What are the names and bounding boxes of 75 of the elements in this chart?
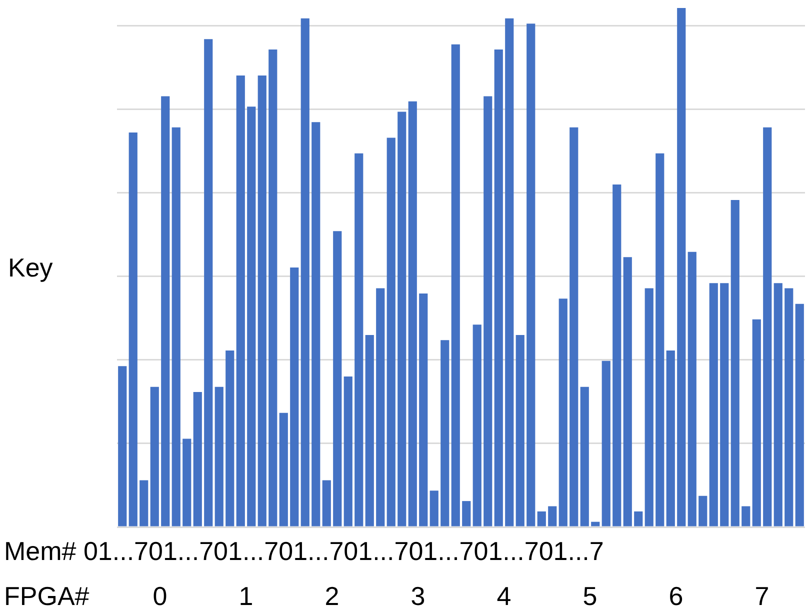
bar [784,288,794,526]
bar [677,8,686,526]
bar [462,501,471,526]
bar [558,298,568,526]
bar [290,268,299,526]
bar [226,350,234,526]
text: FPGA# [4,581,90,612]
bar [709,283,718,526]
text: 3 [410,581,426,612]
bar [602,360,610,526]
bar [376,288,385,526]
bar [634,511,643,526]
bar [118,366,127,526]
bar [763,127,772,526]
bar [730,200,740,526]
bar [365,334,374,526]
bar [720,283,729,526]
bar [623,257,632,526]
bar [182,438,192,526]
bar [591,522,600,526]
bar [258,75,266,526]
text: 5 [582,581,598,612]
bar [398,112,406,526]
bar [440,340,450,526]
bar [795,304,804,526]
bar [580,386,589,526]
bar [214,386,224,526]
bar [484,96,492,526]
bar [612,184,622,526]
bar [344,376,352,526]
bar [140,480,148,526]
bar [752,319,761,526]
bar [386,138,396,526]
bar [494,50,503,526]
bar [333,231,342,526]
bar [516,334,524,526]
bar [193,392,202,526]
bar [656,153,664,526]
text: Mem# 01...701...701...701...701...701...701...701...7 [4,536,604,566]
bar [172,127,180,526]
text: 7 [754,581,770,612]
bar [526,24,536,526]
bar [322,480,331,526]
text: 6 [668,581,684,612]
bar [312,122,320,526]
bar [204,39,213,526]
bar [537,511,546,526]
bar [688,252,696,526]
bar [408,101,417,526]
y-axis-title: Key [8,252,53,283]
bar [300,18,310,526]
bar [774,283,782,526]
bar [354,153,364,526]
bar [666,350,675,526]
bar [570,127,578,526]
text: 0 [152,581,168,612]
bar [548,506,557,526]
bar [472,324,482,526]
bar [150,386,159,526]
bar [430,490,438,526]
bar [161,96,170,526]
bar [128,132,138,526]
bar [505,18,514,526]
text: 2 [324,581,340,612]
bar [742,506,750,526]
text: 1 [238,581,254,612]
bar [236,75,245,526]
bar [279,412,288,526]
bar [419,293,428,526]
bar [698,496,708,526]
bar [268,50,278,526]
bar [247,106,256,526]
bar [644,288,654,526]
text: 4 [496,581,512,612]
bar [451,44,460,526]
